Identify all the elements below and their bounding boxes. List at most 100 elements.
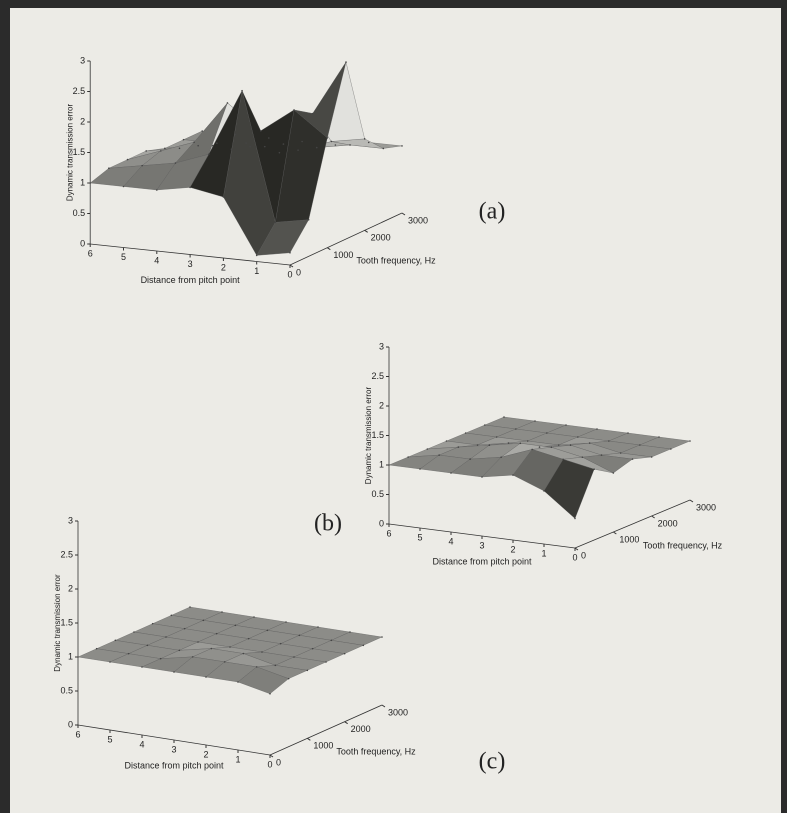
surface-vertex bbox=[593, 468, 595, 470]
x-tick-label: 1 bbox=[254, 266, 259, 276]
surface-vertex bbox=[248, 638, 250, 640]
surface-vertex bbox=[539, 446, 541, 448]
surface-vertex bbox=[283, 143, 285, 145]
surface-vertex bbox=[221, 611, 223, 613]
surface-vertex bbox=[208, 154, 210, 156]
surface-vertex bbox=[500, 456, 502, 458]
x-tick-label: 5 bbox=[417, 532, 422, 542]
surface-vertex bbox=[173, 671, 175, 673]
surface-vertex bbox=[264, 146, 266, 148]
surface-vertex bbox=[275, 665, 277, 667]
surface-vertex bbox=[268, 137, 270, 139]
surface-vertex bbox=[331, 640, 333, 642]
surface-vertex bbox=[237, 681, 239, 683]
surface-vertex bbox=[127, 159, 129, 161]
y-tick bbox=[613, 532, 616, 534]
surface-vertex bbox=[312, 648, 314, 650]
y-tick-label: 3000 bbox=[388, 707, 408, 717]
surface-vertex bbox=[689, 440, 691, 442]
surface-vertex bbox=[145, 150, 147, 152]
surface-vertex bbox=[601, 454, 603, 456]
z-axis-label: Dynamic transmission error bbox=[65, 103, 74, 201]
x-tick-label: 5 bbox=[107, 734, 112, 744]
surface-vertex bbox=[546, 432, 548, 434]
surface-vertex bbox=[458, 446, 460, 448]
x-tick-label: 3 bbox=[188, 259, 193, 269]
x-tick-label: 3 bbox=[479, 540, 484, 550]
y-tick bbox=[382, 705, 385, 707]
surface-vertex bbox=[164, 148, 166, 150]
surface-vertex bbox=[574, 518, 576, 520]
surface-vertex bbox=[261, 651, 263, 653]
surface-vertex bbox=[243, 653, 245, 655]
surface-vertex bbox=[427, 448, 429, 450]
y-axis-label: Tooth frequency, Hz bbox=[356, 255, 436, 265]
surface-vertex bbox=[465, 432, 467, 434]
x-axis-label: Distance from pitch point bbox=[141, 275, 241, 285]
surface-vertex bbox=[383, 148, 385, 150]
surface-vertex bbox=[670, 448, 672, 450]
surface-vertex bbox=[205, 676, 207, 678]
z-tick-label: 2.5 bbox=[371, 371, 384, 381]
surface-vertex bbox=[503, 416, 505, 418]
surface-vertex bbox=[307, 670, 309, 672]
surface-vertex bbox=[260, 130, 262, 132]
x-tick-label: 0 bbox=[287, 269, 292, 279]
surface-vertex bbox=[496, 436, 498, 438]
surface-vertex bbox=[197, 145, 199, 147]
y-axis-label: Tooth frequency, Hz bbox=[336, 746, 416, 756]
surface-vertex bbox=[231, 148, 233, 150]
surface-vertex bbox=[558, 444, 560, 446]
surface-vertex bbox=[227, 102, 229, 104]
surface-vertex bbox=[527, 440, 529, 442]
x-tick-label: 4 bbox=[139, 739, 144, 749]
surface-vertex bbox=[327, 137, 329, 139]
surface-vertex bbox=[203, 620, 205, 622]
z-tick-label: 2 bbox=[80, 116, 85, 126]
surface-vertex bbox=[335, 144, 337, 146]
surface-vertex bbox=[577, 436, 579, 438]
surface-vertex bbox=[279, 152, 281, 154]
x-tick-label: 5 bbox=[121, 252, 126, 262]
surface-vertex bbox=[109, 661, 111, 663]
surface-vertex bbox=[89, 182, 91, 184]
surface-vertex bbox=[128, 653, 130, 655]
surface-vertex bbox=[608, 440, 610, 442]
y-axis-label: Tooth frequency, Hz bbox=[643, 540, 723, 550]
surface-vertex bbox=[193, 141, 195, 143]
surface-vertex bbox=[364, 138, 366, 140]
z-tick-label: 1 bbox=[68, 651, 73, 661]
surface-vertex bbox=[531, 449, 533, 451]
x-tick-label: 0 bbox=[572, 552, 577, 562]
surface-vertex bbox=[267, 630, 269, 632]
x-tick-label: 6 bbox=[75, 729, 80, 739]
surface-vertex bbox=[183, 139, 185, 141]
surface-vertex bbox=[534, 420, 536, 422]
surface-vertex bbox=[175, 162, 177, 164]
surface-vertex bbox=[489, 444, 491, 446]
surface-vertex bbox=[152, 623, 154, 625]
z-axis-label: Dynamic transmission error bbox=[53, 574, 62, 672]
surface-vertex bbox=[160, 150, 162, 152]
z-tick-label: 2.5 bbox=[73, 86, 86, 96]
panel-label: (c) bbox=[479, 749, 506, 775]
surface-vertex bbox=[344, 653, 346, 655]
figure: 00.511.522.5301234560100020003000Dynamic… bbox=[0, 0, 787, 813]
x-tick-label: 0 bbox=[267, 759, 272, 769]
surface-vertex bbox=[216, 142, 218, 144]
panel-label: (b) bbox=[314, 511, 342, 537]
surface-vertex bbox=[212, 145, 214, 147]
z-tick-label: 1.5 bbox=[371, 430, 384, 440]
surface-vertex bbox=[201, 130, 203, 132]
y-tick-label: 0 bbox=[581, 550, 586, 560]
surface-vertex bbox=[401, 145, 403, 147]
surface-vertex bbox=[551, 447, 553, 449]
x-tick-label: 2 bbox=[510, 544, 515, 554]
z-tick-label: 1 bbox=[379, 459, 384, 469]
surface-vertex bbox=[477, 444, 479, 446]
y-tick-label: 1000 bbox=[313, 741, 333, 751]
z-tick-label: 3 bbox=[68, 515, 73, 525]
surface-vertex bbox=[189, 187, 191, 189]
surface-vertex bbox=[256, 255, 258, 257]
surface-vertex bbox=[312, 113, 314, 115]
